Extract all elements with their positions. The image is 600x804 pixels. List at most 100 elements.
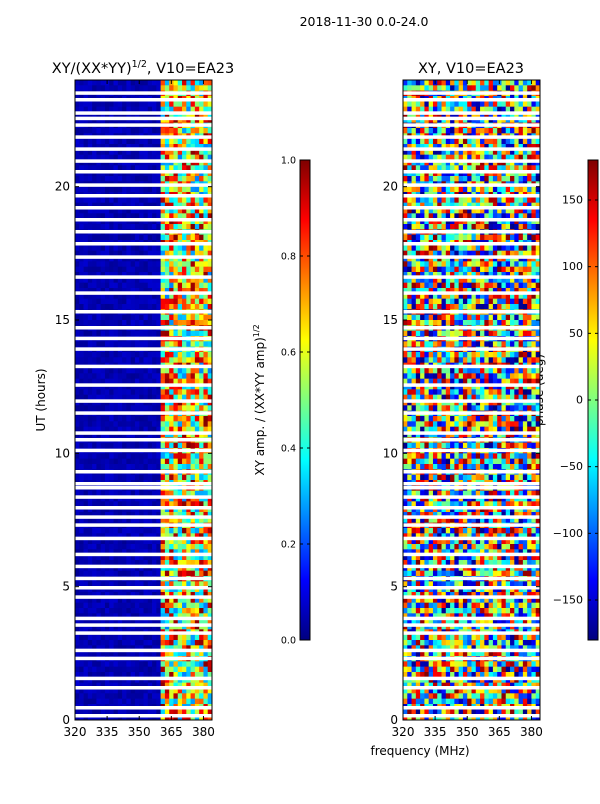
- amp-heatmap-cell: [199, 341, 204, 347]
- amp-heatmap-cell: [156, 224, 161, 230]
- phase-heatmap-cell: [527, 128, 532, 134]
- amp-heatmap-cell: [96, 661, 101, 667]
- amp-heatmap-cell: [156, 176, 161, 182]
- phase-heatmap-cell: [527, 101, 532, 107]
- amp-heatmap-cell: [165, 693, 170, 699]
- amp-heatmap-cell: [126, 528, 131, 534]
- amp-heatmap-cell: [131, 544, 136, 550]
- amp-heatmap-cell: [105, 693, 110, 699]
- amp-heatmap-cell: [169, 640, 174, 646]
- phase-heatmap-cell: [506, 245, 511, 251]
- amp-heatmap-cell: [152, 235, 157, 241]
- amp-heatmap-cell: [75, 357, 80, 363]
- amp-heatmap-cell: [101, 187, 106, 193]
- phase-heatmap-cell: [416, 187, 421, 193]
- amp-heatmap-cell: [156, 235, 161, 241]
- amp-heatmap-cell: [144, 139, 149, 145]
- phase-heatmap-cell: [510, 80, 515, 86]
- amp-heatmap-cell: [186, 421, 191, 427]
- phase-heatmap-cell: [476, 224, 481, 230]
- amp-heatmap-cell: [156, 101, 161, 107]
- amp-heatmap-cell: [101, 283, 106, 289]
- amp-heatmap-cell: [169, 421, 174, 427]
- amp-heatmap-cell: [109, 421, 114, 427]
- amp-heatmap-cell: [144, 85, 149, 91]
- amp-heatmap-cell: [122, 699, 127, 705]
- amp-heatmap-cell: [96, 464, 101, 470]
- amp-heatmap-cell: [152, 101, 157, 107]
- phase-heatmap-cell: [403, 101, 408, 107]
- amp-heatmap-cell: [105, 352, 110, 358]
- phase-heatmap-cell: [437, 235, 442, 241]
- amp-flagged-gap: [75, 577, 212, 581]
- amp-heatmap-cell: [101, 320, 106, 326]
- phase-heatmap-cell: [446, 176, 451, 182]
- amp-ytick-label: 20: [55, 180, 70, 194]
- amp-heatmap-cell: [96, 693, 101, 699]
- amp-heatmap-cell: [126, 368, 131, 374]
- amp-heatmap-cell: [199, 421, 204, 427]
- amp-heatmap-cell: [195, 693, 200, 699]
- amp-heatmap-cell: [96, 699, 101, 705]
- amp-heatmap-cell: [173, 405, 178, 411]
- amp-heatmap-cell: [148, 459, 153, 465]
- amp-heatmap-cell: [105, 389, 110, 395]
- amp-heatmap-cell: [118, 267, 123, 273]
- amp-heatmap-cell: [118, 475, 123, 481]
- amp-heatmap-cell: [139, 389, 144, 395]
- amp-heatmap-cell: [152, 603, 157, 609]
- amp-heatmap-cell: [135, 661, 140, 667]
- amp-heatmap-cell: [139, 283, 144, 289]
- amp-heatmap-cell: [191, 261, 196, 267]
- amp-heatmap-cell: [169, 176, 174, 182]
- amp-heatmap-cell: [92, 373, 97, 379]
- amp-heatmap-cell: [178, 224, 183, 230]
- amp-heatmap-cell: [101, 341, 106, 347]
- amp-heatmap-cell: [203, 635, 208, 641]
- amp-heatmap-cell: [203, 608, 208, 614]
- amp-heatmap-cell: [88, 544, 93, 550]
- amp-heatmap-cell: [139, 443, 144, 449]
- amp-heatmap-cell: [148, 603, 153, 609]
- amp-heatmap-cell: [178, 187, 183, 193]
- amp-heatmap-cell: [182, 667, 187, 673]
- phase-heatmap-cell: [454, 197, 459, 203]
- amp-heatmap-cell: [122, 571, 127, 577]
- amp-heatmap-cell: [156, 635, 161, 641]
- amp-heatmap-cell: [139, 373, 144, 379]
- amp-heatmap-cell: [88, 416, 93, 422]
- amp-heatmap-cell: [186, 405, 191, 411]
- amp-heatmap-cell: [148, 235, 153, 241]
- amp-heatmap-cell: [114, 304, 119, 310]
- amp-heatmap-cell: [139, 101, 144, 107]
- phase-heatmap-cell: [420, 187, 425, 193]
- amp-heatmap-cell: [105, 176, 110, 182]
- amp-heatmap-cell: [109, 176, 114, 182]
- amp-heatmap-cell: [139, 139, 144, 145]
- amp-heatmap-cell: [114, 453, 119, 459]
- amp-heatmap-cell: [191, 453, 196, 459]
- phase-heatmap-cell: [501, 85, 506, 91]
- phase-heatmap-cell: [416, 101, 421, 107]
- amp-heatmap-cell: [173, 299, 178, 305]
- phase-heatmap-cell: [531, 224, 536, 230]
- phase-heatmap-cell: [433, 197, 438, 203]
- amp-flagged-gap: [75, 470, 212, 474]
- amp-heatmap-cell: [122, 85, 127, 91]
- phase-heatmap-cell: [493, 187, 498, 193]
- amp-heatmap-cell: [165, 187, 170, 193]
- amp-heatmap-cell: [178, 320, 183, 326]
- amp-heatmap-cell: [186, 699, 191, 705]
- amp-heatmap-cell: [101, 528, 106, 534]
- amp-heatmap-cell: [126, 261, 131, 267]
- amp-heatmap-cell: [122, 389, 127, 395]
- amp-heatmap-cell: [191, 368, 196, 374]
- amp-heatmap-cell: [135, 368, 140, 374]
- amp-heatmap-cell: [165, 603, 170, 609]
- amp-heatmap-cell: [109, 661, 114, 667]
- amp-heatmap-cell: [199, 640, 204, 646]
- amp-flagged-gap: [75, 565, 212, 569]
- amp-heatmap-cell: [96, 443, 101, 449]
- amp-heatmap-cell: [84, 352, 89, 358]
- phase-heatmap-cell: [497, 101, 502, 107]
